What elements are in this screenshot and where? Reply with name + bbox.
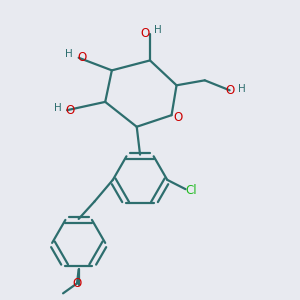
Text: H: H <box>238 84 246 94</box>
Text: H: H <box>154 25 162 35</box>
Text: H: H <box>65 50 73 59</box>
Text: Cl: Cl <box>186 184 197 197</box>
Text: O: O <box>173 111 182 124</box>
Text: O: O <box>72 277 82 290</box>
Text: O: O <box>140 27 150 40</box>
Text: H: H <box>54 103 62 112</box>
Text: O: O <box>77 51 87 64</box>
Text: O: O <box>225 84 234 97</box>
Text: O: O <box>66 104 75 117</box>
